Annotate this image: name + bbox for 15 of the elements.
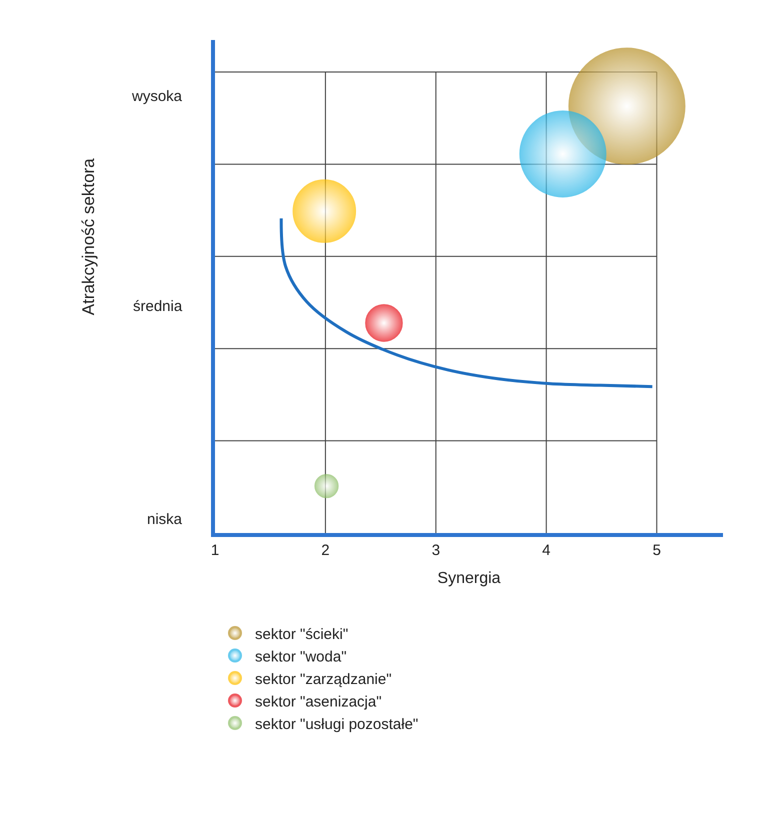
legend-label: sektor "ścieki" bbox=[255, 626, 348, 643]
text: niska bbox=[147, 511, 183, 528]
legend-label: sektor "woda" bbox=[255, 648, 347, 666]
legend-label: sektor "asenizacja" bbox=[255, 693, 382, 710]
legend-label: sektor "usługi pozostałe" bbox=[255, 716, 418, 733]
text: Atrakcyjność sektora bbox=[78, 158, 98, 316]
text: wysoka bbox=[131, 88, 183, 105]
x-tick-label: 2 bbox=[321, 542, 330, 559]
text: średnia bbox=[133, 298, 183, 315]
x-tick-label: 3 bbox=[432, 542, 440, 559]
x-tick-label: 5 bbox=[652, 542, 661, 559]
x-tick-label: 4 bbox=[542, 542, 550, 559]
legend-label: sektor "zarządzanie" bbox=[255, 670, 392, 688]
x-axis-title: Synergia bbox=[437, 570, 501, 588]
x-tick-label: 1 bbox=[210, 542, 220, 559]
